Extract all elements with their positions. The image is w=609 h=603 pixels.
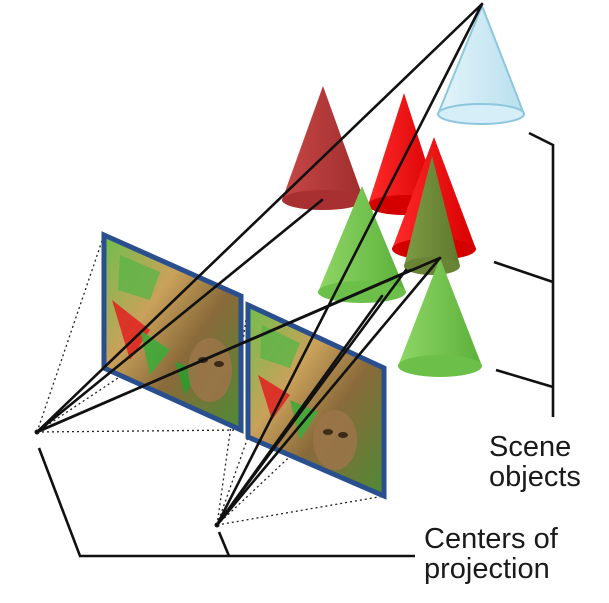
centers-of-projection-label-line2: projection [424,553,550,585]
image-plane-right [245,301,387,500]
cone-light-blue [436,3,526,125]
projection-rays [35,2,484,527]
centers-of-projection-bracket [37,447,415,558]
projection-center-right [214,522,220,528]
projection-center-left [34,429,40,435]
centers-of-projection-label: Centers of projection [424,524,558,584]
scene-objects-bracket [493,131,555,417]
image-plane-left [101,231,244,434]
centers-of-projection-label-line1: Centers of [424,523,558,555]
scene-objects-label-line1: Scene [489,431,572,463]
scene-objects-label: Scene objects [489,432,581,492]
cone-dark-red [282,86,364,210]
cone-green-front [398,258,482,377]
scene-objects-label-line2: objects [489,461,581,493]
